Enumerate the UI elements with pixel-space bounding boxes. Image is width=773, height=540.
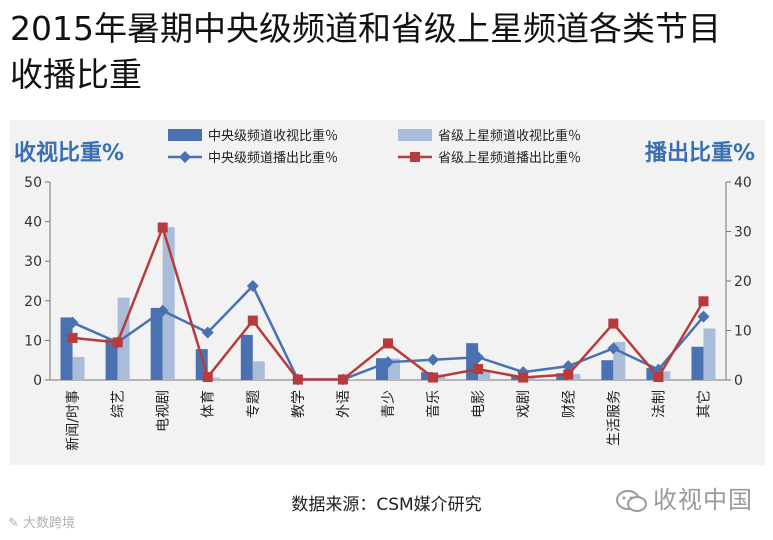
bar-0-4 [240,334,253,380]
watermark-right-text: 收视中国 [653,486,753,514]
wechat-icon [616,490,647,512]
point-1-3 [202,372,213,383]
point-0-8 [427,353,440,366]
left-axis-title: 收视比重% [14,140,124,166]
legend-label-1: 省级上星频道收视比重％ [438,128,581,144]
point-1-11 [563,369,574,380]
point-0-11 [562,360,575,373]
bar-1-13 [658,371,671,380]
watermark-left: ✎ 大数跨境 [8,512,75,531]
point-1-9 [473,364,484,375]
bar-1-10 [523,378,536,380]
category-label-0: 新闻/时事 [66,390,82,451]
watermark-shoushi-china: 收视中国 [615,480,753,515]
title-line-2: 收播比重 [10,55,142,94]
legend-marker-2 [179,151,191,163]
watermark-left-text: 大数跨境 [23,516,76,531]
y-tick-left-10: 10 [24,333,42,349]
point-0-0 [66,316,79,329]
category-label-3: 体育 [201,390,217,418]
point-0-7 [382,356,394,369]
point-1-5 [292,374,303,385]
y-tick-right-20: 20 [734,274,752,290]
point-1-0 [67,332,78,343]
point-1-2 [157,222,168,233]
point-0-9 [472,351,485,364]
point-1-14 [698,296,709,307]
category-label-6: 外语 [336,390,352,418]
y-tick-left-40: 40 [24,215,42,231]
watermark-logo-icon: ✎ [8,516,19,531]
bar-1-2 [162,227,175,380]
bar-1-0 [72,357,85,380]
category-label-8: 音乐 [425,390,442,418]
right-axis-title: 播出比重% [645,141,755,166]
y-tick-right-40: 40 [734,175,752,191]
data-source: 数据来源：CSM媒介研究 [291,495,482,515]
category-label-14: 其它 [695,390,712,418]
point-0-14 [697,310,710,323]
category-label-11: 财经 [561,390,577,418]
point-1-13 [653,372,664,383]
bar-0-11 [556,373,569,380]
legend-label-2: 中央级频道播出比重％ [208,150,338,166]
chart-title: 2015年暑期中央级频道和省级上星频道各类节目 收播比重 [10,6,770,98]
y-tick-right-10: 10 [734,324,752,340]
point-1-6 [337,374,348,385]
category-label-5: 教学 [291,390,307,418]
point-1-10 [518,372,529,383]
point-0-3 [201,326,214,339]
legend-label-3: 省级上星频道播出比重％ [438,150,581,166]
category-label-12: 生活服务 [606,390,622,446]
point-0-12 [607,342,620,355]
y-tick-left-20: 20 [24,294,42,310]
bar-0-8 [421,372,434,380]
bar-0-13 [646,368,659,380]
bar-1-11 [568,374,581,380]
point-1-8 [428,372,439,383]
point-1-1 [112,337,123,348]
category-label-10: 戏剧 [516,390,532,418]
bar-0-14 [691,346,704,380]
legend-marker-3 [410,152,420,162]
category-label-4: 专题 [246,390,262,418]
y-tick-right-30: 30 [734,225,752,241]
bar-0-2 [150,307,163,380]
bar-0-1 [105,339,118,380]
bar-0-0 [60,317,73,380]
y-tick-left-0: 0 [33,373,42,389]
category-label-13: 法制 [651,390,667,418]
legend-swatch-0 [168,129,202,141]
category-label-1: 综艺 [111,390,127,418]
legend-label-0: 中央级频道收视比重％ [208,128,338,144]
bar-0-10 [511,376,524,380]
title-line-1: 2015年暑期中央级频道和省级上星频道各类节目 [10,9,721,48]
category-label-7: 青少 [381,390,397,418]
point-0-2 [156,304,169,317]
point-1-12 [608,318,619,329]
bar-1-9 [478,371,491,380]
bar-0-12 [601,360,614,380]
bar-1-4 [252,361,265,380]
bar-1-14 [703,328,716,380]
category-label-2: 电视剧 [156,390,172,432]
y-tick-left-50: 50 [24,175,42,191]
bar-0-9 [466,343,479,380]
legend-swatch-1 [398,129,432,141]
point-1-4 [247,315,258,326]
point-1-7 [383,338,393,349]
y-tick-left-30: 30 [24,254,42,270]
y-tick-right-0: 0 [734,373,743,389]
point-0-4 [246,279,259,292]
bar-1-3 [207,377,220,380]
category-label-9: 电影 [471,390,487,418]
